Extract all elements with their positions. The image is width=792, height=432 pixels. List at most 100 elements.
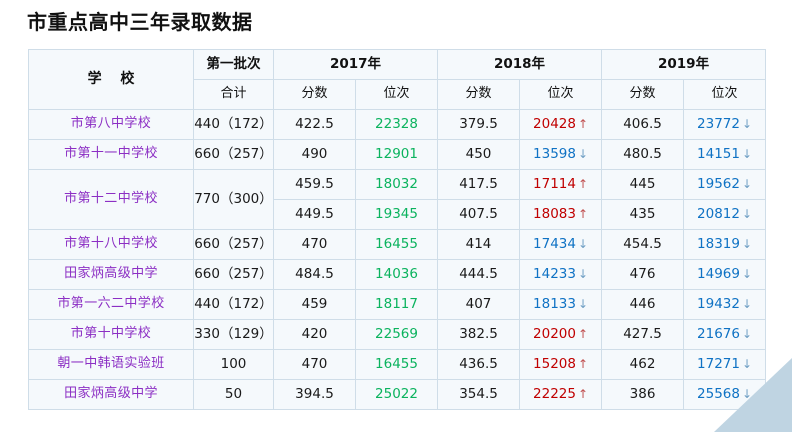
rank-down-arrow-icon: ↓ [577,146,589,161]
row-rank-2018: 18133 ↓ [519,289,603,320]
row-rank-2018: 17114 ↑ [519,169,603,200]
rank-up-arrow-icon: ↑ [577,326,589,341]
row-score-2017: 470 [273,349,356,380]
row-rank-2018: 18083 ↑ [519,199,603,230]
table-body: 市第八中学校 440（172） 422.5 22328 379.5 20428 ↑ 406.5… [28,109,767,410]
row-rank-2018: 17434 ↓ [519,229,603,260]
rank-up-arrow-icon: ↑ [577,176,589,191]
rank-value: 17114 [533,175,576,192]
rank-value: 18133 [533,295,576,312]
rank-value: 22328 [375,115,418,132]
rank-value: 14233 [533,265,576,282]
rank-value: 20200 [533,325,576,342]
row-score-2019: 462 [601,349,685,380]
row-batch-total: 660（257） [193,229,274,260]
row-school-name: 市第八中学校 [28,109,194,140]
rank-down-arrow-icon: ↓ [741,326,753,341]
rank-value: 18319 [697,235,740,252]
row-rank-2017: 19345 [354,199,439,230]
table-row: 市第十一中学校 660（257） 490 12901 450 13598 ↓ 480.5 141… [28,139,767,170]
row-batch-total: 100 [193,349,274,380]
row-score-2018: 379.5 [437,109,521,140]
rank-down-arrow-icon: ↓ [577,266,589,281]
rank-value: 15208 [533,355,576,372]
row-rank-2018: 15208 ↑ [519,349,603,380]
rank-up-arrow-icon: ↑ [577,356,589,371]
rank-value: 23772 [697,115,740,132]
row-score-2017: 490 [273,139,356,170]
column-header-2019-rank: 位次 [683,79,767,110]
row-rank-2018: 14233 ↓ [519,259,603,290]
rank-value: 19432 [697,295,740,312]
rank-value: 22569 [375,325,418,342]
column-header-2017-rank: 位次 [354,79,439,110]
rank-down-arrow-icon: ↓ [741,206,753,221]
table-header: 学 校 第一批次 2017年 2018年 2019年 合计 分数 位次 分数 位… [28,49,767,110]
column-header-year-2017: 2017年 [272,49,439,80]
row-batch-total: 50 [193,379,274,410]
column-header-year-2018: 2018年 [437,49,603,80]
table-row: 市第十中学校 330（129） 420 22569 382.5 20200 ↑ 427.5 21… [28,319,767,350]
row-rank-2019: 19432 ↓ [683,289,767,320]
row-score-2019: 435 [601,199,685,230]
rank-value: 18117 [375,295,418,312]
rank-value: 16455 [375,355,418,372]
row-score-2018: 444.5 [437,259,521,290]
row-score-2018: 450 [437,139,521,170]
rank-value: 22225 [533,385,576,402]
row-batch-total: 770（300） [193,169,274,230]
table-row: 市第一六二中学校 440（172） 459 18117 407 18133 ↓ 446 1943… [28,289,767,320]
table-row: 市第十二中学校 770（300） 459.5 18032 417.5 17114 ↑ 445 1… [28,169,767,230]
rank-up-arrow-icon: ↑ [577,206,589,221]
row-batch-total: 330（129） [193,319,274,350]
column-header-2018-rank: 位次 [519,79,603,110]
table-row: 市第八中学校 440（172） 422.5 22328 379.5 20428 ↑ 406.5… [28,109,767,140]
row-score-2017: 484.5 [273,259,356,290]
column-header-batch: 第一批次 [193,49,274,80]
row-score-2017: 420 [273,319,356,350]
rank-value: 14036 [375,265,418,282]
row-rank-2017: 22328 [354,109,439,140]
row-rank-2019: 18319 ↓ [683,229,767,260]
row-rank-2017: 18032 [354,169,439,200]
row-school-name: 朝一中韩语实验班 [28,349,194,380]
row-score-2019: 445 [601,169,685,200]
row-score-2019: 427.5 [601,319,685,350]
rank-value: 21676 [697,325,740,342]
row-school-name: 市第十一中学校 [28,139,194,170]
row-score-2019: 480.5 [601,139,685,170]
rank-down-arrow-icon: ↓ [577,236,589,251]
row-rank-2017: 12901 [354,139,439,170]
rank-down-arrow-icon: ↓ [741,356,753,371]
row-score-2018: 354.5 [437,379,521,410]
row-rank-2019: 25568 ↓ [683,379,767,410]
rank-down-arrow-icon: ↓ [741,296,753,311]
rank-value: 16455 [375,235,418,252]
row-rank-2019: 17271 ↓ [683,349,767,380]
rank-value: 13598 [533,145,576,162]
row-rank-2019: 19562 ↓ [683,169,767,200]
row-rank-2018: 20200 ↑ [519,319,603,350]
row-score-2018: 436.5 [437,349,521,380]
rank-value: 18032 [375,175,418,192]
rank-value: 12901 [375,145,418,162]
row-score-2018: 407 [437,289,521,320]
rank-value: 19562 [697,175,740,192]
row-school-name: 市第十八中学校 [28,229,194,260]
rank-value: 17434 [533,235,576,252]
table-row: 田家炳高级中学 50 394.5 25022 354.5 22225 ↑ 386 25568 ↓ [28,379,767,410]
row-score-2017: 422.5 [273,109,356,140]
rank-value: 17271 [697,355,740,372]
row-score-2017: 470 [273,229,356,260]
rank-value: 25568 [697,385,740,402]
row-score-2019: 446 [601,289,685,320]
row-rank-2019: 23772 ↓ [683,109,767,140]
rank-down-arrow-icon: ↓ [741,236,753,251]
row-score-2018: 382.5 [437,319,521,350]
page-title: 市重点高中三年录取数据 [27,10,253,34]
column-header-2017-score: 分数 [273,79,356,110]
table-row: 田家炳高级中学 660（257） 484.5 14036 444.5 14233 ↓ 476 1… [28,259,767,290]
row-rank-2017: 18117 [354,289,439,320]
row-rank-2017: 25022 [354,379,439,410]
row-rank-2018: 13598 ↓ [519,139,603,170]
